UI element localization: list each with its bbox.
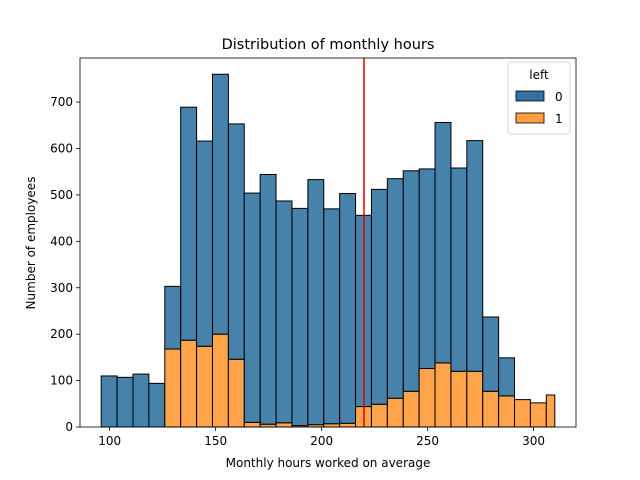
y-tick-label: 300 [50,281,73,295]
bar-left-0 [386,178,404,399]
bar-left-1 [164,348,182,428]
legend-swatch-1 [515,112,545,124]
legend: left 0 1 [507,61,571,135]
y-axis-label: Number of employees [24,177,38,310]
y-tick-label: 700 [50,95,73,109]
chart-title: Distribution of monthly hours [222,37,435,53]
bar-left-1 [482,390,500,428]
bars-group [100,73,556,428]
bar-left-1 [402,390,420,428]
legend-label-0: 0 [555,90,563,104]
bar-left-0 [196,140,213,347]
bar-left-0 [275,200,293,424]
bar-left-0 [466,140,484,372]
x-tick-label: 200 [310,434,333,448]
bar-left-1 [386,397,404,428]
bar-left-0 [370,188,388,405]
y-tick-label: 600 [50,142,73,156]
bar-left-1 [275,422,293,428]
bar-left-0 [482,316,500,392]
bar-left-0 [307,179,325,426]
x-tick-label: 250 [416,434,439,448]
bar-left-0 [259,174,277,425]
y-axis-ticks: 0 100 200 300 400 500 600 700 [50,95,80,434]
bar-left-0 [291,207,309,427]
bar-left-0 [100,375,118,428]
x-tick-label: 300 [522,434,545,448]
bar-left-1 [243,421,261,428]
bar-left-1 [227,358,245,428]
x-tick-label: 150 [204,434,227,448]
y-tick-label: 200 [50,327,73,341]
bar-left-1 [211,333,229,428]
bar-left-0 [148,382,166,428]
bar-left-1 [370,403,388,428]
bar-left-1 [180,339,198,428]
x-axis-label: Monthly hours worked on average [226,456,431,470]
bar-left-0 [498,357,516,397]
bar-left-0 [339,193,357,424]
bar-left-1 [529,402,547,428]
bar-left-1 [434,362,452,428]
bar-left-1 [196,345,213,428]
axes-frame [79,57,577,428]
bar-left-1 [418,368,436,428]
legend-label-1: 1 [555,112,563,126]
bar-left-0 [116,376,134,428]
bar-left-0 [227,123,245,360]
x-axis-ticks: 100 150 200 250 300 [98,427,545,448]
bar-left-0 [323,208,341,425]
bar-left-1 [514,399,531,428]
y-tick-label: 100 [50,374,73,388]
y-tick-label: 500 [50,188,73,202]
bar-left-0 [434,122,452,364]
x-tick-label: 100 [98,434,121,448]
y-tick-label: 400 [50,234,73,248]
bar-left-1 [450,370,468,428]
bar-left-0 [132,373,150,428]
bar-left-0 [402,170,420,392]
legend-swatch-0 [515,90,545,102]
bar-left-0 [243,192,261,423]
y-tick-label: 0 [65,420,73,434]
bar-left-0 [180,106,198,341]
bar-left-0 [211,73,229,335]
bar-left-0 [418,168,436,370]
legend-title: left [529,68,549,82]
bar-left-0 [450,167,468,372]
bar-left-1 [545,394,556,428]
bar-left-0 [164,285,182,350]
bar-left-1 [339,422,357,428]
bar-left-1 [498,395,516,428]
bar-left-1 [466,370,484,428]
